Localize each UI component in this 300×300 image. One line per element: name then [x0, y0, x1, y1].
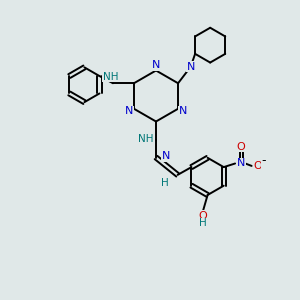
Text: N: N [125, 106, 134, 116]
Text: O: O [253, 161, 262, 171]
Text: O: O [237, 142, 245, 152]
Text: N: N [187, 62, 195, 72]
Text: O: O [199, 211, 208, 221]
Text: N: N [161, 151, 170, 161]
Text: NH: NH [138, 134, 153, 144]
Text: H: H [199, 218, 207, 228]
Text: N: N [237, 158, 245, 169]
Text: NH: NH [103, 72, 118, 82]
Text: -: - [261, 154, 266, 167]
Text: N: N [152, 60, 160, 70]
Text: N: N [178, 106, 187, 116]
Text: H: H [161, 178, 169, 188]
